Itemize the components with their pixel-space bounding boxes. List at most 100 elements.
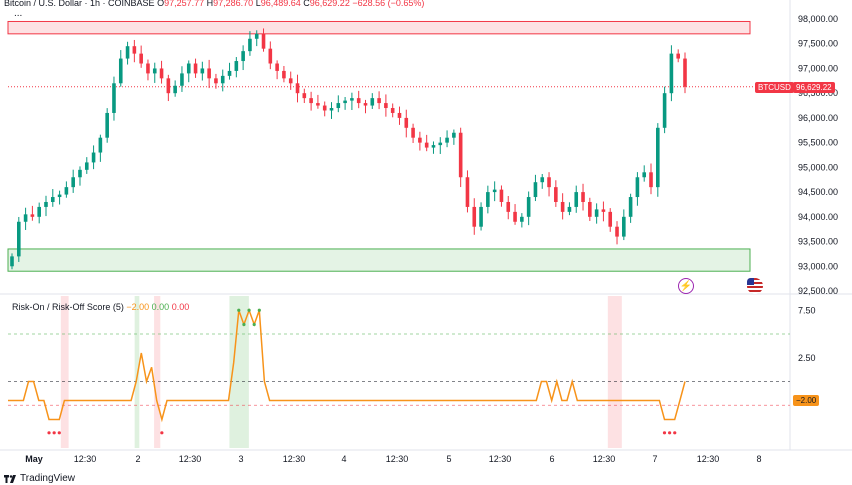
x-tick-label: 3: [238, 454, 243, 464]
symbol-text: Bitcoin / U.S. Dollar · 1h · COINBASE: [4, 0, 155, 8]
open-label: O: [157, 0, 165, 8]
candle-body: [608, 211, 613, 227]
indicator-name: Risk-On / Risk-Off Score (5): [12, 302, 124, 312]
candle-body: [152, 68, 157, 74]
y-tick-label: 94,500.00: [798, 187, 838, 197]
x-tick-label: 12:30: [179, 454, 202, 464]
candle-body: [71, 177, 75, 188]
x-tick-label: 8: [756, 454, 761, 464]
candle-body: [554, 187, 558, 202]
candle-body: [567, 206, 572, 212]
y-tick-label: 96,500.00: [798, 88, 838, 98]
low-value: 96,489.64: [260, 0, 301, 8]
candle-body: [268, 48, 273, 64]
candle-body: [615, 226, 619, 237]
price-tag-value: 96,629.22: [793, 82, 835, 93]
indicator-value-1: −2.00: [126, 302, 150, 312]
candle-body: [431, 145, 436, 148]
risk-on-marker: [242, 322, 246, 327]
risk-off-marker: [160, 431, 164, 435]
candle-body: [547, 177, 551, 188]
candle-body: [642, 172, 647, 178]
candle-body: [676, 53, 681, 59]
brand-name: TradingView: [20, 473, 76, 484]
candle-body: [234, 61, 239, 71]
tradingview-logo-icon: [4, 474, 16, 483]
risk-on-marker: [257, 308, 261, 312]
candle-body: [282, 70, 286, 79]
risk-on-marker: [237, 308, 241, 312]
x-tick-label: 7: [652, 454, 657, 464]
candle-body: [207, 68, 211, 79]
candle-body: [139, 53, 143, 64]
candle-body: [295, 83, 300, 94]
candle-body: [452, 132, 456, 138]
candle-body: [180, 73, 184, 86]
candle-body: [166, 78, 171, 94]
risk-off-marker: [52, 431, 56, 435]
risk-off-marker: [47, 431, 51, 435]
candle-body: [316, 103, 320, 106]
candle-body: [404, 117, 409, 128]
risk-on-zone: [134, 296, 140, 448]
y-tick-label: 97,500.00: [798, 39, 838, 49]
candle-body: [159, 68, 164, 79]
candle-body: [30, 214, 35, 217]
candle-body: [336, 103, 341, 109]
candle-body: [465, 177, 470, 207]
score-line: [8, 308, 686, 423]
candle-body: [656, 127, 660, 188]
candle-body: [472, 206, 477, 227]
candle-body: [622, 216, 626, 237]
candle-body: [662, 93, 667, 128]
candle-body: [499, 189, 504, 202]
candle-body: [479, 206, 483, 227]
candle-body: [526, 197, 531, 217]
indicator-y-tick: 2.50: [798, 353, 816, 363]
candle-body: [261, 33, 266, 49]
x-tick-label: 12:30: [593, 454, 616, 464]
candle-body: [275, 63, 279, 71]
candle-body: [418, 137, 422, 143]
y-tick-label: 96,000.00: [798, 113, 838, 123]
candle-body: [57, 194, 62, 198]
y-tick-label: 98,000.00: [798, 14, 838, 24]
candle-body: [193, 63, 198, 74]
candle-body: [254, 33, 259, 39]
candle-body: [397, 112, 402, 118]
candle-body: [16, 221, 21, 257]
lightning-icon[interactable]: ⚡: [678, 278, 694, 294]
candle-body: [669, 53, 674, 94]
x-tick-label: 5: [446, 454, 451, 464]
candle-body: [84, 162, 89, 170]
candle-body: [513, 211, 517, 222]
x-tick-label: May: [25, 454, 43, 464]
candle-body: [329, 108, 334, 111]
candle-body: [112, 83, 116, 113]
more-options-button[interactable]: ...: [14, 8, 23, 19]
indicator-current-tag: −2.00: [793, 395, 820, 406]
close-label: C: [303, 0, 310, 8]
candle-body: [506, 201, 511, 212]
candle-body: [377, 98, 381, 104]
candle-body: [132, 46, 137, 54]
candle-body: [356, 98, 361, 104]
risk-off-zone: [154, 296, 161, 448]
y-tick-label: 97,000.00: [798, 63, 838, 73]
high-label: H: [206, 0, 214, 8]
x-tick-label: 12:30: [697, 454, 720, 464]
y-tick-label: 93,000.00: [798, 261, 838, 271]
candle-body: [302, 93, 307, 99]
candle-body: [649, 172, 653, 188]
footer-brand: TradingView: [4, 473, 75, 484]
candle-body: [227, 70, 232, 76]
risk-off-zone: [607, 296, 622, 448]
high-value: 97,286.70: [213, 0, 254, 8]
x-tick-label: 12:30: [386, 454, 409, 464]
y-tick-label: 93,500.00: [798, 237, 838, 247]
indicator-y-tick: 7.50: [798, 305, 816, 315]
x-tick-label: 12:30: [489, 454, 512, 464]
risk-off-marker: [673, 431, 677, 435]
us-flag-icon[interactable]: [747, 278, 763, 294]
